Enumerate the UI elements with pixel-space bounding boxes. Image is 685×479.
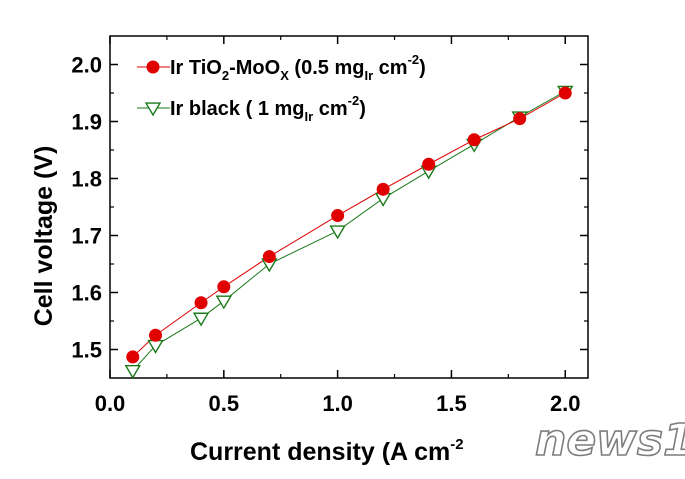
data-point [217, 280, 231, 294]
legend-label-part: X [280, 68, 289, 83]
legend-label-part: Ir black ( 1 mg [170, 98, 305, 120]
x-axis: 0.0 0.5 1.0 1.5 2.0 [95, 36, 581, 416]
data-point [331, 209, 345, 223]
x-axis-title: Current density (A cm-2 [190, 436, 464, 466]
legend-label-part: 2 [222, 68, 229, 83]
series-layer [124, 85, 574, 379]
data-point [194, 296, 208, 310]
x-axis-title-sup: -2 [450, 436, 463, 453]
data-point [126, 350, 140, 364]
data-point [262, 250, 276, 264]
legend-label-part: ) [419, 57, 426, 79]
x-tick-label: 0.0 [95, 391, 126, 416]
data-point [192, 312, 210, 327]
legend-label-part: -2 [408, 52, 420, 67]
data-point [329, 225, 346, 240]
legend-marker [144, 102, 162, 117]
legend-label-part: -2 [348, 93, 360, 108]
x-tick-label: 0.5 [209, 391, 240, 416]
x-tick-label: 1.0 [322, 391, 353, 416]
legend-label: Ir TiO2-MoOX (0.5 mgIr cm-2) [170, 52, 426, 83]
y-tick-label: 1.7 [71, 224, 102, 249]
data-point [149, 328, 163, 342]
data-point [376, 182, 390, 196]
y-tick-label: 1.6 [71, 281, 102, 306]
x-axis-title-main: Current density (A cm [190, 438, 450, 466]
y-tick-label: 1.8 [71, 167, 102, 192]
y-axis-title: Cell voltage (V) [30, 146, 58, 327]
y-tick-label: 1.9 [71, 110, 102, 135]
legend-label-part: Ir TiO [170, 57, 222, 79]
legend-label-part: -MoO [229, 57, 280, 79]
legend-label-part: cm [313, 98, 347, 120]
legend-label-part: (0.5 mg [289, 57, 365, 79]
data-point [558, 86, 572, 100]
data-point [215, 295, 233, 310]
data-point [467, 133, 481, 147]
series-line [132, 90, 566, 371]
legend-label: Ir black ( 1 mgIr cm-2) [170, 93, 366, 124]
news1-watermark: news1 [535, 415, 685, 466]
legend-marker [146, 60, 160, 74]
y-tick-label: 1.5 [71, 338, 102, 363]
legend-label-part: Ir [305, 109, 314, 124]
data-point [124, 364, 141, 379]
legend: Ir TiO2-MoOX (0.5 mgIr cm-2)Ir black ( 1… [137, 52, 426, 124]
data-point [422, 157, 436, 171]
legend-label-part: ) [359, 98, 366, 120]
y-tick-label: 2.0 [71, 53, 102, 78]
legend-label-part: Ir [364, 68, 373, 83]
data-point [513, 112, 527, 126]
x-tick-label: 2.0 [550, 391, 581, 416]
x-tick-label: 1.5 [436, 391, 467, 416]
legend-label-part: cm [373, 57, 407, 79]
y-axis: 1.5 1.6 1.7 1.8 1.9 2.0 [71, 53, 588, 363]
plot-frame [109, 35, 589, 379]
